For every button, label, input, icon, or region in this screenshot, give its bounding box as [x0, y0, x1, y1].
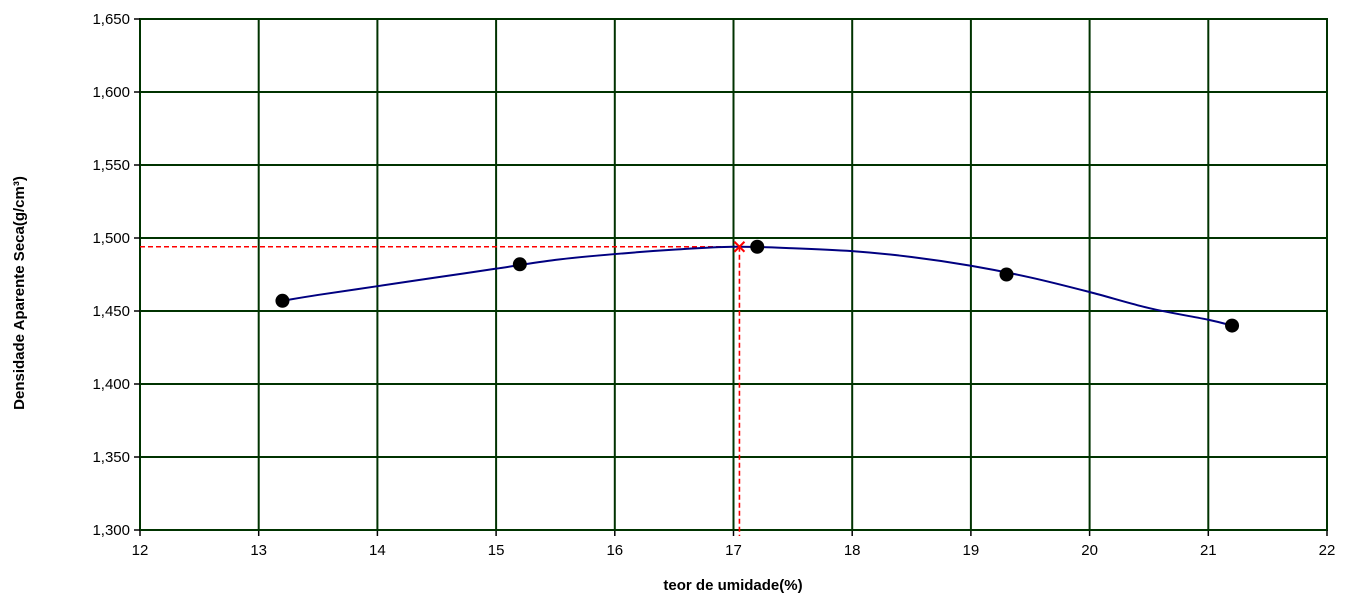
- grid-lines: [134, 18, 1328, 536]
- optimum-marker: [733, 241, 746, 253]
- x-tick-label: 17: [725, 542, 742, 559]
- x-tick-label: 18: [844, 542, 861, 559]
- x-tick-label: 12: [132, 542, 149, 559]
- x-tick-label: 16: [606, 542, 623, 559]
- x-tick-label: 19: [963, 542, 980, 559]
- optimum-marker-stroke: [733, 241, 746, 253]
- y-axis-title: Densidade Aparente Seca(g/cm³): [11, 176, 28, 410]
- x-tick-label: 13: [250, 542, 267, 559]
- y-tick-label: 1,600: [92, 84, 130, 101]
- y-tick-label: 1,350: [92, 449, 130, 466]
- data-point: [275, 293, 290, 308]
- y-tick-label: 1,650: [92, 11, 130, 28]
- x-tick-label: 15: [488, 542, 505, 559]
- tick-labels: 12 13 14 15 16 17 18 19 20 21 22 1,300 1,350 1,400 1,4…: [92, 11, 1335, 559]
- y-tick-label: 1,500: [92, 230, 130, 247]
- data-point: [750, 239, 765, 254]
- x-tick-label: 22: [1319, 542, 1336, 559]
- y-tick-label: 1,400: [92, 376, 130, 393]
- data-point: [999, 267, 1014, 282]
- x-tick-label: 21: [1200, 542, 1217, 559]
- y-tick-label: 1,300: [92, 522, 130, 539]
- y-tick-label: 1,550: [92, 157, 130, 174]
- optimum-reference-lines: [140, 245, 741, 536]
- x-axis-title: teor de umidade(%): [663, 577, 802, 594]
- y-tick-label: 1,450: [92, 303, 130, 320]
- data-point: [1225, 318, 1240, 333]
- data-points-layer: [275, 239, 1240, 333]
- x-tick-label: 20: [1081, 542, 1098, 559]
- x-tick-label: 14: [369, 542, 386, 559]
- data-point: [512, 257, 527, 272]
